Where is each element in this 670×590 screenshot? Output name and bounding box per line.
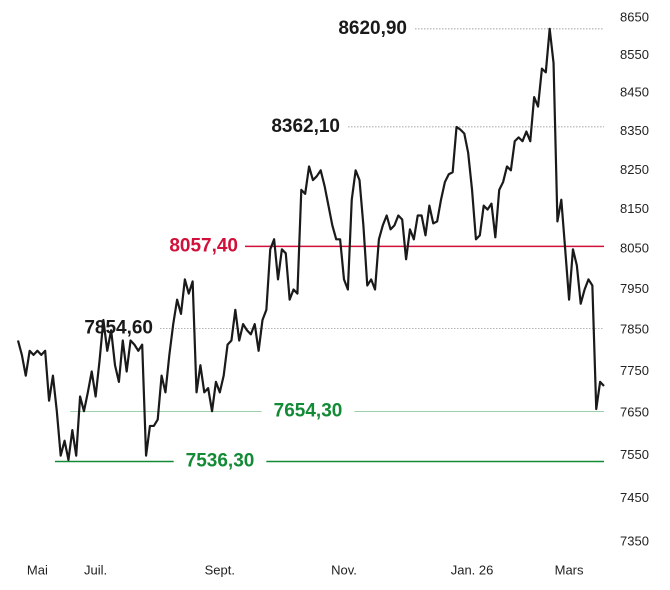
annotation-label: 8620,90 [338, 18, 407, 39]
y-tick-label: 8350 [620, 123, 649, 138]
y-tick-label: 7550 [620, 447, 649, 462]
y-tick-label: 7850 [620, 322, 649, 337]
y-tick-label: 8550 [620, 47, 649, 62]
y-tick-label: 7350 [620, 533, 649, 548]
y-tick-label: 8150 [620, 201, 649, 216]
annotation-label: 7654,30 [274, 400, 343, 421]
y-tick-label: 8050 [620, 241, 649, 256]
x-tick-label: Jan. 26 [451, 562, 494, 577]
y-tick-label: 8650 [620, 9, 649, 24]
x-tick-label: Juil. [84, 562, 107, 577]
label-background [173, 448, 267, 474]
annotation-label: 7536,30 [186, 450, 255, 471]
y-tick-label: 7450 [620, 490, 649, 505]
price-line [16, 27, 605, 461]
x-tick-label: Sept. [205, 562, 235, 577]
annotation-label: 7854,60 [84, 317, 153, 338]
x-tick-label: Nov. [331, 562, 357, 577]
annotation-label: 8362,10 [271, 116, 340, 137]
annotation-label: 8057,40 [169, 235, 238, 256]
y-tick-label: 8450 [620, 85, 649, 100]
label-background [261, 398, 355, 424]
y-tick-label: 7650 [620, 405, 649, 420]
y-tick-label: 7950 [620, 281, 649, 296]
y-tick-label: 7750 [620, 363, 649, 378]
x-tick-label: Mars [555, 562, 584, 577]
x-tick-label: Mai [27, 562, 48, 577]
y-tick-label: 8250 [620, 162, 649, 177]
